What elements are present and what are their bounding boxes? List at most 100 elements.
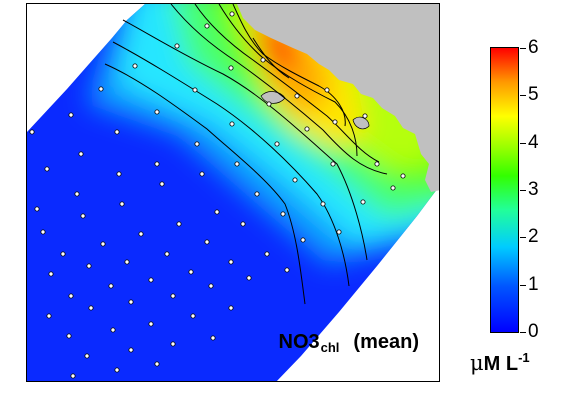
colorbar-tick-label: 6 xyxy=(528,37,539,58)
station-marker xyxy=(154,109,160,115)
colorbar-tick xyxy=(520,332,526,333)
station-marker xyxy=(100,241,106,247)
station-marker xyxy=(264,251,270,257)
station-marker xyxy=(46,313,52,319)
station-marker xyxy=(229,11,235,17)
station-marker xyxy=(128,347,134,353)
station-marker xyxy=(240,221,246,227)
station-marker xyxy=(332,119,338,125)
station-marker xyxy=(204,23,210,29)
station-marker xyxy=(114,367,120,373)
station-marker xyxy=(188,269,194,275)
station-marker xyxy=(66,333,72,339)
colorbar-unit: μM L-1 xyxy=(470,350,530,376)
contour-lines xyxy=(104,4,388,305)
colorbar-tick-label: 3 xyxy=(528,179,539,200)
colorbar-tick-label: 2 xyxy=(528,226,539,247)
station-marker xyxy=(246,275,252,281)
station-marker xyxy=(68,293,74,299)
station-marker xyxy=(80,213,86,219)
station-marker xyxy=(88,305,94,311)
colorbar-tick-label: 0 xyxy=(528,321,539,342)
colorbar-tick xyxy=(520,95,526,96)
station-marker xyxy=(48,271,54,277)
station-marker xyxy=(360,199,366,205)
colorbar-tick xyxy=(520,190,526,191)
station-marker xyxy=(174,43,180,49)
station-marker xyxy=(110,327,116,333)
station-marker xyxy=(192,87,198,93)
station-marker xyxy=(300,237,306,243)
station-marker xyxy=(78,151,84,157)
station-marker xyxy=(229,121,235,127)
station-marker xyxy=(170,341,176,347)
station-marker xyxy=(98,86,104,92)
station-marker xyxy=(176,221,182,227)
station-marker xyxy=(154,161,160,167)
station-marker xyxy=(148,321,154,327)
colorbar-tick xyxy=(520,237,526,238)
station-marker xyxy=(116,171,122,177)
station-marker xyxy=(154,361,160,367)
station-marker xyxy=(210,335,216,341)
colorbar-unit-exp: -1 xyxy=(518,350,530,365)
station-marker xyxy=(324,87,330,93)
colorbar-unit-main: M L xyxy=(483,353,519,375)
colorbar xyxy=(490,47,519,333)
station-marker xyxy=(280,211,286,217)
station-marker xyxy=(234,161,240,167)
map-label-sub: chl xyxy=(320,340,340,355)
station-marker xyxy=(208,283,214,289)
station-marker xyxy=(190,313,196,319)
map-plot xyxy=(27,4,439,381)
colorbar-tick xyxy=(520,285,526,286)
station-marker xyxy=(68,112,74,118)
station-marker xyxy=(199,171,205,177)
station-marker xyxy=(44,166,50,172)
station-marker xyxy=(254,191,260,197)
station-marker xyxy=(228,259,234,265)
station-marker xyxy=(84,353,90,359)
station-marker xyxy=(294,93,300,99)
station-marker xyxy=(132,63,138,69)
station-marker xyxy=(390,185,396,191)
station-marker xyxy=(119,201,125,207)
station-marker xyxy=(362,113,368,119)
station-marker xyxy=(374,161,380,167)
station-marker xyxy=(330,161,336,167)
station-marker xyxy=(274,141,280,147)
station-marker xyxy=(284,267,290,273)
station-marker xyxy=(194,141,200,147)
station-marker xyxy=(170,293,176,299)
station-marker xyxy=(40,229,46,235)
station-marker xyxy=(228,305,234,311)
colorbar-unit-mu: μ xyxy=(470,351,484,375)
station-marker xyxy=(60,251,66,257)
station-marker xyxy=(138,231,144,237)
colorbar-tick xyxy=(520,48,526,49)
station-marker xyxy=(114,129,120,135)
colorbar-tick-label: 4 xyxy=(528,132,539,153)
station-marker xyxy=(34,206,40,212)
station-marker xyxy=(260,57,266,63)
colorbar-tick-label: 1 xyxy=(528,274,539,295)
station-marker xyxy=(228,65,234,71)
contour-map: NO3chl (mean) xyxy=(26,3,440,382)
station-marker xyxy=(159,181,165,187)
station-markers xyxy=(29,11,406,379)
map-label-main: NO3 xyxy=(278,331,320,353)
station-marker xyxy=(128,299,134,305)
station-marker xyxy=(164,251,170,257)
colorbar-tick xyxy=(520,143,526,144)
station-marker xyxy=(336,229,342,235)
station-marker xyxy=(266,101,272,107)
station-marker xyxy=(108,283,114,289)
station-marker xyxy=(70,373,76,379)
station-marker xyxy=(29,129,35,135)
station-marker xyxy=(124,259,130,265)
station-marker xyxy=(86,263,92,269)
station-marker xyxy=(304,126,310,132)
map-label-suffix: (mean) xyxy=(353,331,419,353)
station-marker xyxy=(292,177,298,183)
map-label: NO3chl (mean) xyxy=(279,331,420,355)
